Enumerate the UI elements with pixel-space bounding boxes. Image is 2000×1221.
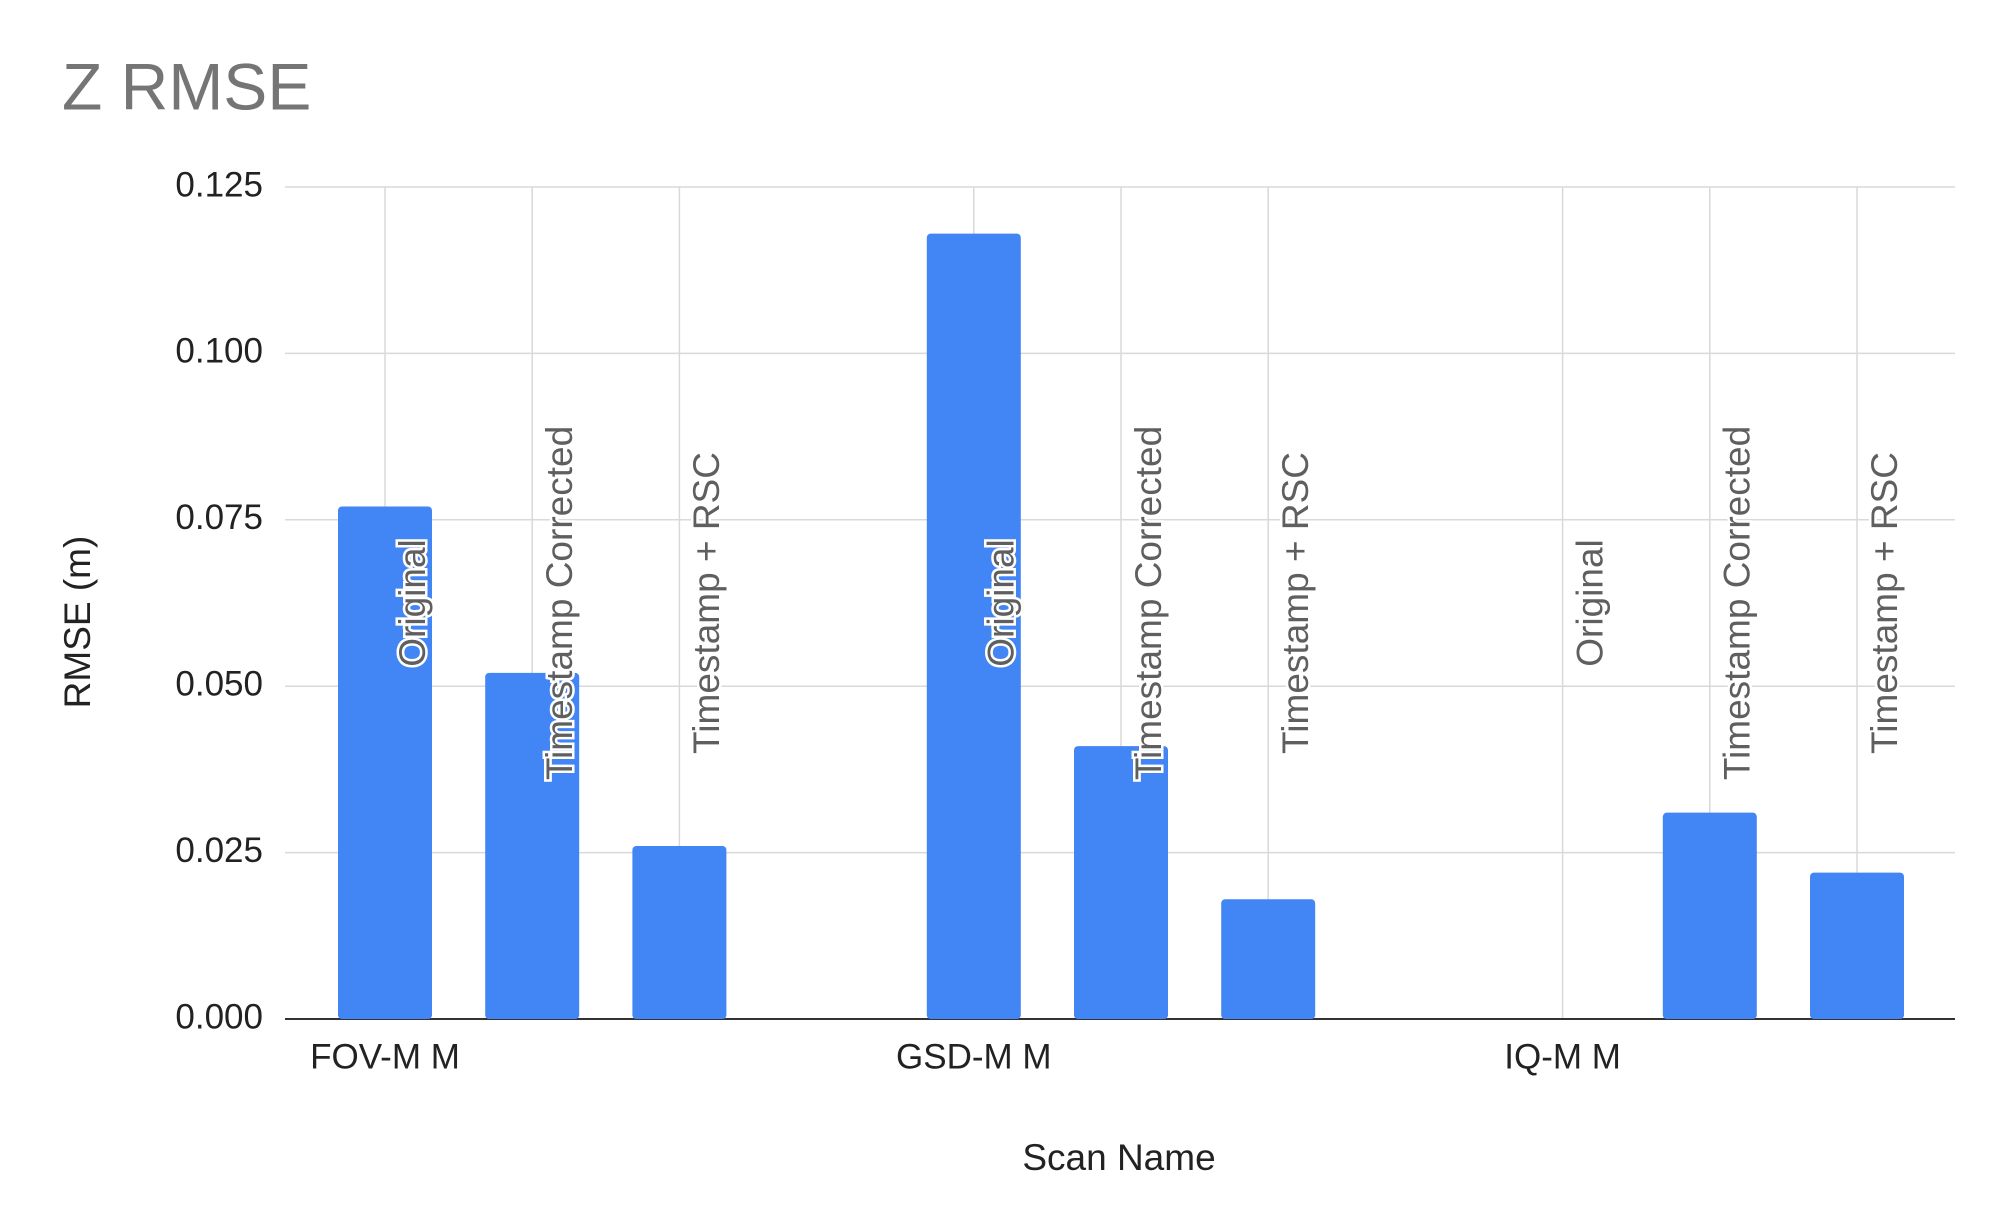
y-tick-label: 0.075 [175,498,263,537]
bar [632,845,727,1019]
bar [1810,872,1904,1019]
bar [1662,812,1757,1019]
bar-label: Original [392,539,433,667]
bar-label: Timestamp Corrected [539,426,580,780]
bar-label: Timestamp Corrected [1717,426,1758,780]
x-tick-label: IQ-M M [1504,1037,1621,1076]
bar-label: Original [981,539,1022,667]
x-tick-label: FOV-M M [310,1037,460,1076]
y-tick-label: 0.000 [175,997,263,1036]
x-tick-label: GSD-M M [896,1037,1052,1076]
bar [485,672,580,1019]
y-tick-label: 0.125 [175,165,263,204]
bar [1074,746,1168,1019]
bar-label: Timestamp Corrected [1128,426,1169,780]
bar-label: Timestamp + RSC [1275,452,1316,754]
bar-label: Timestamp + RSC [1864,452,1905,754]
bar-label: Original [1569,539,1610,667]
y-tick-label: 0.050 [175,664,263,703]
y-axis-title: RMSE (m) [57,536,98,709]
x-axis-title: Scan Name [1022,1137,1215,1178]
y-tick-label: 0.100 [175,332,263,371]
y-tick-label: 0.025 [175,831,263,870]
bar [926,233,1021,1020]
bar-label: Timestamp + RSC [686,452,727,754]
bar [338,506,432,1019]
chart-title: Z RMSE [62,49,311,123]
bar [1221,899,1316,1019]
